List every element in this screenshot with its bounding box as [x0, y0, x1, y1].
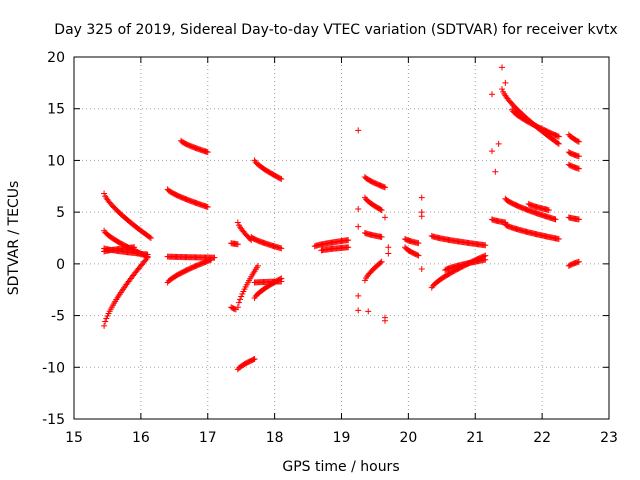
data-point	[131, 244, 138, 251]
y-tick-label: -5	[51, 309, 65, 325]
data-point	[492, 168, 499, 175]
x-tick-label: 20	[399, 430, 417, 446]
data-point	[232, 306, 239, 313]
data-point	[146, 234, 153, 241]
x-tick-label: 22	[533, 430, 551, 446]
data-point	[355, 292, 362, 299]
y-tick-label: -15	[42, 412, 65, 428]
data-point	[502, 219, 509, 226]
data-point	[415, 252, 422, 259]
grid-lines	[74, 57, 609, 419]
data-point	[415, 240, 422, 247]
data-point	[143, 255, 150, 262]
data-point	[377, 206, 384, 213]
y-tick-label: 5	[56, 205, 65, 221]
data-point	[574, 138, 581, 145]
data-point	[251, 356, 258, 363]
data-point	[238, 293, 245, 300]
x-tick-label: 19	[333, 430, 351, 446]
x-tick-labels: 15 16 17 18 19 20 21 22 23	[65, 430, 618, 446]
data-point	[101, 190, 108, 197]
x-tick-label: 17	[199, 430, 217, 446]
x-axis-label: GPS time / hours	[282, 459, 399, 475]
data-point	[345, 244, 352, 251]
data-point	[103, 315, 110, 322]
data-point	[575, 258, 582, 265]
data-point	[555, 140, 562, 147]
data-point	[345, 237, 352, 244]
data-point	[414, 252, 421, 259]
data-point	[355, 127, 362, 134]
data-point	[418, 194, 425, 201]
data-point	[278, 275, 285, 282]
data-point	[555, 133, 562, 140]
data-point	[552, 216, 559, 223]
data-point	[211, 254, 218, 261]
data-point	[378, 207, 385, 214]
data-point	[204, 203, 211, 210]
x-tick-label: 18	[266, 430, 284, 446]
data-point	[144, 254, 151, 261]
y-tick-label: -10	[42, 360, 65, 376]
data-point	[377, 259, 384, 266]
data-point	[381, 214, 388, 221]
y-tick-label: 15	[47, 102, 65, 118]
data-points	[101, 64, 582, 373]
data-point	[204, 149, 211, 156]
data-point	[488, 91, 495, 98]
y-axis-label: SDTVAR / TECUs	[6, 181, 22, 296]
data-point	[365, 308, 372, 315]
data-point	[378, 233, 385, 240]
data-point	[355, 223, 362, 230]
data-point	[254, 262, 261, 269]
data-point	[545, 207, 552, 214]
data-point	[235, 299, 242, 306]
data-point	[418, 266, 425, 273]
x-tick-label: 21	[466, 430, 484, 446]
data-point	[237, 296, 244, 303]
data-point	[101, 322, 108, 329]
data-point	[147, 235, 154, 241]
data-point	[385, 244, 392, 251]
data-point	[488, 148, 495, 155]
data-point	[495, 140, 502, 147]
data-point	[355, 307, 362, 314]
data-point	[277, 275, 284, 282]
data-point	[555, 236, 562, 243]
data-point	[381, 184, 388, 191]
data-point	[234, 241, 241, 248]
data-point	[482, 242, 489, 249]
y-tick-label: 20	[47, 50, 65, 66]
data-point	[554, 140, 561, 147]
data-point	[378, 258, 385, 265]
data-point	[575, 153, 582, 160]
data-point	[277, 175, 284, 182]
data-point	[234, 219, 241, 226]
y-tick-labels: -15 -10 -5 0 5 10 15 20	[42, 50, 65, 428]
data-point	[575, 216, 582, 223]
data-point	[278, 176, 285, 183]
x-tick-label: 16	[132, 430, 150, 446]
y-tick-label: 0	[56, 257, 65, 273]
data-point	[575, 165, 582, 172]
data-point	[418, 213, 425, 220]
data-point	[499, 86, 505, 93]
data-point	[355, 206, 362, 213]
data-point	[278, 245, 285, 252]
data-point	[499, 64, 505, 71]
y-tick-label: 10	[47, 153, 65, 169]
data-point	[502, 79, 509, 86]
data-point	[208, 256, 215, 263]
x-tick-label: 23	[600, 430, 618, 446]
data-point	[381, 314, 388, 321]
data-point	[102, 318, 109, 325]
data-point	[575, 138, 582, 145]
data-point	[250, 356, 257, 363]
chart-title: Day 325 of 2019, Sidereal Day-to-day VTE…	[54, 22, 617, 38]
x-tick-label: 15	[65, 430, 83, 446]
data-point	[385, 250, 392, 257]
axis-ticks	[73, 56, 610, 420]
data-point	[482, 256, 489, 263]
